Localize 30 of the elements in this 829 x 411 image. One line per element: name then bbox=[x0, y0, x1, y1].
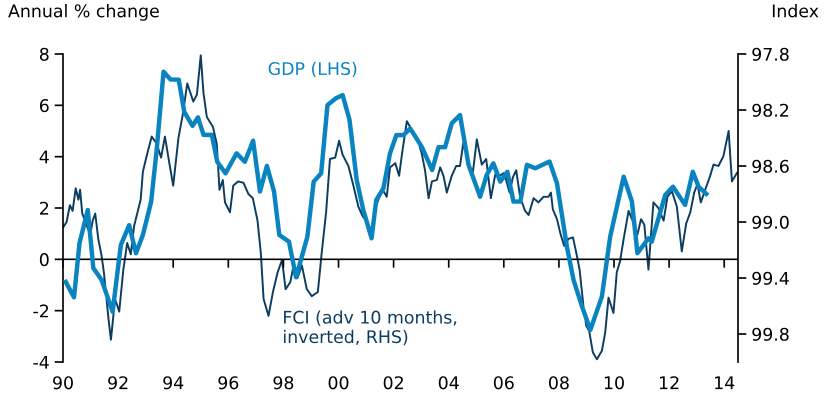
x-tick-label: 08 bbox=[549, 376, 569, 390]
x-tick-label: 96 bbox=[218, 376, 238, 390]
y2-tick-label: 99.0 bbox=[752, 216, 789, 229]
y-tick-label: 8 bbox=[40, 48, 49, 61]
y2-tick-label: 99.4 bbox=[752, 272, 789, 285]
x-tick-label: 10 bbox=[604, 376, 624, 390]
y2-tick-label: 98.6 bbox=[752, 160, 789, 173]
x-tick-label: 92 bbox=[108, 376, 128, 390]
y2-tick-label: 97.8 bbox=[752, 48, 789, 61]
y2-axis-title: Index bbox=[772, 4, 818, 18]
y-tick-label: 4 bbox=[40, 150, 49, 164]
y2-tick-label: 98.2 bbox=[752, 104, 788, 117]
y-tick-label: 0 bbox=[40, 253, 49, 266]
x-tick-label: 04 bbox=[438, 376, 459, 390]
y-tick-label: -4 bbox=[33, 356, 49, 369]
y-tick-label: -2 bbox=[33, 304, 48, 318]
x-tick-label: 90 bbox=[53, 376, 73, 390]
series-label: FCI (adv 10 months, inverted, RHS) bbox=[284, 310, 456, 346]
x-tick-label: 12 bbox=[660, 376, 678, 390]
y-tick-label: 6 bbox=[40, 99, 49, 112]
x-tick-label: 14 bbox=[715, 376, 734, 390]
x-tick-label: 00 bbox=[328, 376, 348, 390]
x-tick-label: 06 bbox=[494, 376, 514, 390]
x-tick-label: 94 bbox=[163, 376, 184, 390]
y-tick-label: 2 bbox=[40, 202, 48, 215]
y-axis-title: Annual % change bbox=[8, 4, 159, 21]
x-tick-label: 98 bbox=[273, 376, 294, 390]
series-label: GDP (LHS) bbox=[268, 62, 356, 78]
x-tick-label: 02 bbox=[384, 376, 403, 390]
y2-tick-label: 99.8 bbox=[752, 328, 789, 341]
